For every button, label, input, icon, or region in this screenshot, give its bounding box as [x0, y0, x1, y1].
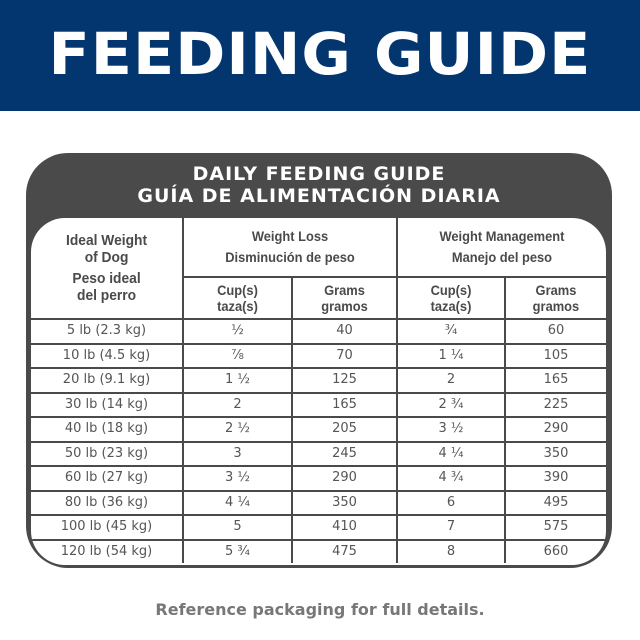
header-grams-es: gramos: [532, 298, 580, 314]
header-cups-en: Cup(s): [430, 282, 472, 298]
footer-note: Reference packaging for full details.: [155, 600, 485, 619]
header-ideal-weight: Ideal Weight of Dog Peso ideal del perro: [37, 218, 178, 320]
cell-mgmt-grams: 225: [504, 391, 606, 418]
cell-weight: 10 lb (4.5 kg): [31, 342, 184, 369]
cell-loss-cups: 5: [182, 514, 293, 541]
panel-title-es: GUÍA DE ALIMENTACIÓN DIARIA: [137, 185, 501, 207]
cell-mgmt-grams: 165: [504, 367, 606, 394]
cell-weight: 120 lb (54 kg): [31, 538, 184, 563]
cell-mgmt-grams: 575: [504, 514, 606, 541]
cell-loss-grams: 290: [291, 465, 398, 492]
cell-mgmt-grams: 60: [504, 318, 606, 345]
cell-loss-grams: 125: [291, 367, 398, 394]
header-weight-loss: Weight Loss Disminución de peso: [190, 218, 390, 278]
cell-mgmt-cups: 2 ¾: [396, 391, 506, 418]
header-mgmt-cups: Cup(s) taza(s): [400, 276, 502, 320]
cell-mgmt-cups: 4 ¾: [396, 465, 506, 492]
cell-loss-grams: 410: [291, 514, 398, 541]
header-weight-loss-en: Weight Loss: [251, 228, 329, 244]
feeding-guide-panel: DAILY FEEDING GUIDE GUÍA DE ALIMENTACIÓN…: [26, 153, 612, 568]
feeding-table-container: Ideal Weight of Dog Peso ideal del perro…: [31, 218, 606, 565]
cell-mgmt-grams: 290: [504, 416, 606, 443]
cell-mgmt-cups: 7: [396, 514, 506, 541]
cell-weight: 20 lb (9.1 kg): [31, 367, 184, 394]
header-grams-en: Grams: [324, 282, 365, 298]
cell-loss-grams: 165: [291, 391, 398, 418]
cell-weight: 5 lb (2.3 kg): [31, 318, 184, 345]
table-row: 20 lb (9.1 kg) 1 ½ 125 2 165: [31, 367, 606, 394]
cell-loss-grams: 205: [291, 416, 398, 443]
header-cups-en: Cup(s): [217, 282, 258, 298]
header-weight-management: Weight Management Manejo del peso: [404, 218, 598, 278]
header-grams-es: gramos: [321, 298, 368, 314]
cell-loss-grams: 350: [291, 489, 398, 516]
cell-loss-cups: 5 ¾: [182, 538, 293, 563]
cell-weight: 40 lb (18 kg): [31, 416, 184, 443]
cell-mgmt-cups: 2: [396, 367, 506, 394]
table-row: 5 lb (2.3 kg) ½ 40 ¾ 60: [31, 318, 606, 345]
feeding-table: Ideal Weight of Dog Peso ideal del perro…: [31, 218, 606, 563]
header-weight-es-1: Peso ideal: [72, 270, 141, 287]
cell-mgmt-grams: 495: [504, 489, 606, 516]
cell-mgmt-cups: 8: [396, 538, 506, 563]
cell-loss-grams: 40: [291, 318, 398, 345]
cell-mgmt-grams: 390: [504, 465, 606, 492]
header-weight-management-en: Weight Management: [439, 228, 565, 244]
header-row-units: Cup(s) taza(s) Grams gramos Cup(s) taza(…: [31, 276, 606, 320]
cell-weight: 50 lb (23 kg): [31, 440, 184, 467]
panel-title-en: DAILY FEEDING GUIDE: [192, 163, 446, 185]
cell-loss-cups: 1 ½: [182, 367, 293, 394]
table-row: 80 lb (36 kg) 4 ¼ 350 6 495: [31, 489, 606, 516]
header-mgmt-grams: Grams gramos: [508, 276, 602, 320]
cell-loss-cups: ⅞: [182, 342, 293, 369]
header-row-groups: Ideal Weight of Dog Peso ideal del perro…: [31, 218, 606, 320]
header-weight-en-1: Ideal Weight: [66, 232, 148, 249]
table-row: 10 lb (4.5 kg) ⅞ 70 1 ¼ 105: [31, 342, 606, 369]
cell-mgmt-grams: 350: [504, 440, 606, 467]
cell-mgmt-grams: 105: [504, 342, 606, 369]
cell-loss-cups: ½: [182, 318, 293, 345]
header-cups-es: taza(s): [217, 298, 258, 314]
header-loss-grams: Grams gramos: [295, 276, 394, 320]
cell-weight: 100 lb (45 kg): [31, 514, 184, 541]
header-grams-en: Grams: [535, 282, 577, 298]
cell-loss-grams: 245: [291, 440, 398, 467]
table-row: 50 lb (23 kg) 3 245 4 ¼ 350: [31, 440, 606, 467]
cell-mgmt-cups: ¾: [396, 318, 506, 345]
page-title: FEEDING GUIDE: [48, 19, 592, 88]
cell-mgmt-cups: 3 ½: [396, 416, 506, 443]
header-cups-es: taza(s): [430, 298, 472, 314]
cell-loss-cups: 4 ¼: [182, 489, 293, 516]
banner: FEEDING GUIDE: [0, 0, 640, 111]
table-row: 40 lb (18 kg) 2 ½ 205 3 ½ 290: [31, 416, 606, 443]
cell-loss-cups: 3: [182, 440, 293, 467]
cell-loss-grams: 475: [291, 538, 398, 563]
table-row: 100 lb (45 kg) 5 410 7 575: [31, 514, 606, 541]
cell-weight: 80 lb (36 kg): [31, 489, 184, 516]
table-row: 30 lb (14 kg) 2 165 2 ¾ 225: [31, 391, 606, 418]
panel-title: DAILY FEEDING GUIDE GUÍA DE ALIMENTACIÓN…: [26, 163, 612, 207]
table-row: 120 lb (54 kg) 5 ¾ 475 8 660: [31, 538, 606, 563]
cell-weight: 60 lb (27 kg): [31, 465, 184, 492]
cell-loss-cups: 2: [182, 391, 293, 418]
cell-loss-cups: 3 ½: [182, 465, 293, 492]
header-weight-es-2: del perro: [77, 287, 137, 304]
cell-loss-grams: 70: [291, 342, 398, 369]
cell-weight: 30 lb (14 kg): [31, 391, 184, 418]
table-row: 60 lb (27 kg) 3 ½ 290 4 ¾ 390: [31, 465, 606, 492]
header-weight-loss-es: Disminución de peso: [225, 249, 355, 265]
header-loss-cups: Cup(s) taza(s): [187, 276, 289, 320]
header-weight-management-es: Manejo del peso: [451, 249, 553, 265]
cell-mgmt-cups: 1 ¼: [396, 342, 506, 369]
cell-mgmt-grams: 660: [504, 538, 606, 563]
header-weight-en-2: of Dog: [84, 249, 129, 266]
cell-mgmt-cups: 4 ¼: [396, 440, 506, 467]
cell-mgmt-cups: 6: [396, 489, 506, 516]
cell-loss-cups: 2 ½: [182, 416, 293, 443]
